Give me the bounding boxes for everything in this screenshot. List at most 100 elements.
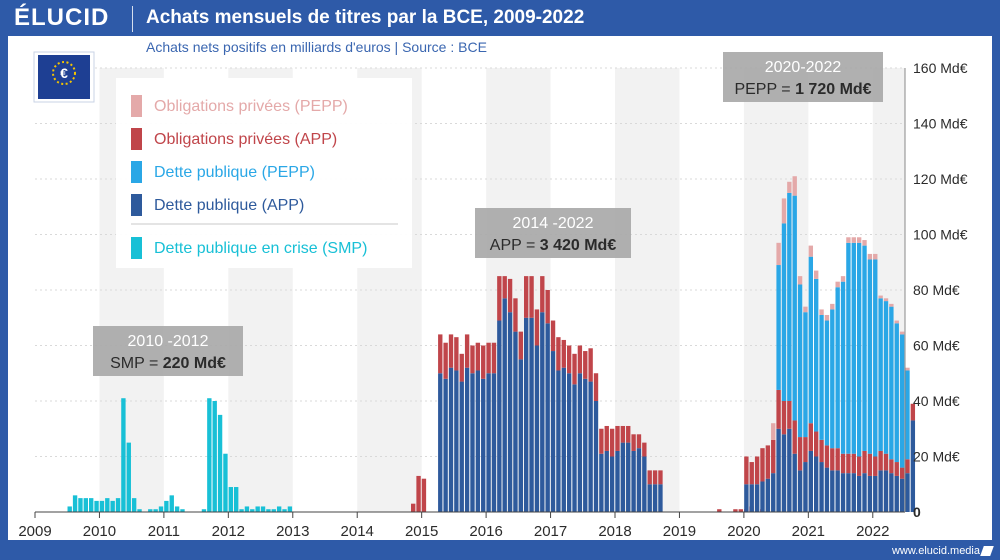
bar-dette-publique-app	[787, 428, 792, 512]
bar-dette-publique-app	[534, 345, 540, 512]
bar-dette-publique-pepp	[781, 223, 787, 401]
bar-obligations-privees-pepp	[792, 176, 797, 196]
x-tick-label: 2022	[856, 523, 889, 540]
bar-dette-publique-app	[593, 401, 599, 512]
bar-obligations-privees-pepp	[878, 295, 883, 299]
bar-obligations-privees-app	[545, 290, 550, 324]
bar-obligations-privees-pepp	[867, 253, 873, 260]
bar-dette-publique-app	[642, 456, 647, 512]
bar-dette-publique-pepp	[846, 242, 851, 454]
bar-dette-publique-app	[792, 453, 797, 512]
bar-obligations-privees-app	[448, 334, 454, 368]
bar-smp	[212, 401, 217, 512]
bar-obligations-privees-app	[604, 425, 609, 451]
bar-dette-publique-pepp	[889, 306, 894, 460]
bar-smp	[276, 506, 282, 512]
bar-obligations-privees-app	[566, 345, 572, 374]
bar-smp	[110, 500, 115, 512]
bar-obligations-privees-app	[744, 456, 749, 485]
bar-smp	[223, 453, 228, 512]
bar-obligations-privees-app	[894, 462, 899, 476]
bar-dette-publique-app	[518, 359, 524, 512]
bar-dette-publique-app	[658, 484, 663, 512]
bar-obligations-privees-app	[830, 448, 835, 471]
bar-obligations-privees-app	[497, 276, 502, 321]
bar-dette-publique-app	[550, 351, 556, 512]
year-band	[872, 68, 905, 512]
bar-dette-publique-pepp	[851, 242, 856, 454]
bar-obligations-privees-app	[878, 450, 883, 471]
bar-dette-publique-app	[873, 475, 878, 512]
x-tick-label: 2017	[534, 523, 567, 540]
legend-label: Dette publique (PEPP)	[154, 164, 315, 181]
bar-obligations-privees-app	[819, 439, 824, 463]
bar-obligations-privees-app	[540, 276, 545, 313]
bar-obligations-privees-app	[588, 348, 593, 382]
bar-obligations-privees-app	[524, 276, 529, 318]
bar-obligations-privees-app	[765, 445, 771, 479]
y-tick-label: 60 Md€	[913, 338, 960, 354]
bar-obligations-privees-app	[658, 470, 663, 485]
bar-obligations-privees-pepp	[808, 245, 814, 257]
bar-smp	[228, 487, 234, 512]
bar-obligations-privees-pepp	[862, 240, 867, 246]
bar-obligations-privees-app	[534, 309, 540, 346]
bar-smp	[78, 498, 83, 512]
bar-obligations-privees-app	[550, 320, 556, 352]
annotation-box	[723, 52, 883, 102]
bar-obligations-privees-app	[636, 434, 642, 449]
footer-url[interactable]: www.elucid.media	[891, 545, 980, 557]
bar-dette-publique-pepp	[856, 242, 862, 457]
bar-smp	[271, 509, 276, 512]
bar-dette-publique-pepp	[878, 298, 883, 451]
annotation-amount: 220 Md€	[163, 355, 226, 372]
bar-dette-publique-app	[626, 442, 631, 512]
bar-smp	[234, 487, 239, 512]
bar-smp	[126, 442, 131, 512]
annotation-value: APP = 3 420 Md€	[490, 237, 617, 254]
x-tick-label: 2021	[792, 523, 825, 540]
bar-dette-publique-app	[545, 323, 550, 512]
bar-smp	[255, 506, 260, 512]
bar-obligations-privees-app	[797, 437, 803, 471]
bar-dette-publique-app	[470, 373, 475, 512]
bar-dette-publique-app	[609, 456, 615, 512]
bar-smp	[244, 506, 250, 512]
bar-obligations-privees-pepp	[776, 242, 781, 266]
bar-obligations-privees-app	[910, 403, 916, 421]
bar-dette-publique-app	[486, 373, 491, 512]
bar-obligations-privees-pepp	[819, 309, 824, 315]
bar-dette-publique-app	[481, 378, 486, 512]
bar-obligations-privees-app	[443, 342, 448, 379]
bar-obligations-privees-app	[421, 478, 427, 512]
bar-smp	[131, 498, 137, 512]
bar-obligations-privees-app	[856, 456, 862, 476]
bar-dette-publique-app	[502, 298, 507, 512]
bar-dette-publique-app	[459, 381, 464, 512]
legend-box	[116, 78, 412, 268]
bar-smp	[217, 414, 223, 512]
annotation-value: PEPP = 1 720 Md€	[734, 81, 871, 98]
legend-swatch	[131, 95, 142, 117]
bar-dette-publique-app	[765, 478, 771, 512]
bar-dette-publique-app	[566, 373, 572, 512]
bar-obligations-privees-app	[803, 437, 808, 463]
bar-obligations-privees-pepp	[824, 314, 830, 321]
bar-smp	[282, 509, 287, 512]
bar-smp	[158, 506, 164, 512]
bar-dette-publique-app	[840, 473, 846, 512]
bar-obligations-privees-pepp	[781, 198, 787, 224]
bar-obligations-privees-pepp	[894, 320, 899, 324]
bar-dette-publique-app	[814, 456, 819, 512]
bar-dette-publique-pepp	[819, 314, 824, 440]
bar-dette-publique-app	[615, 450, 620, 512]
bar-obligations-privees-pepp	[889, 303, 894, 307]
bar-smp	[207, 398, 212, 512]
annotation-label: APP =	[490, 237, 540, 254]
bar-obligations-privees-app	[475, 342, 481, 371]
bar-smp	[239, 509, 244, 512]
bar-obligations-privees-app	[754, 456, 760, 485]
bar-dette-publique-pepp	[873, 259, 878, 457]
bar-obligations-privees-pepp	[830, 303, 835, 310]
